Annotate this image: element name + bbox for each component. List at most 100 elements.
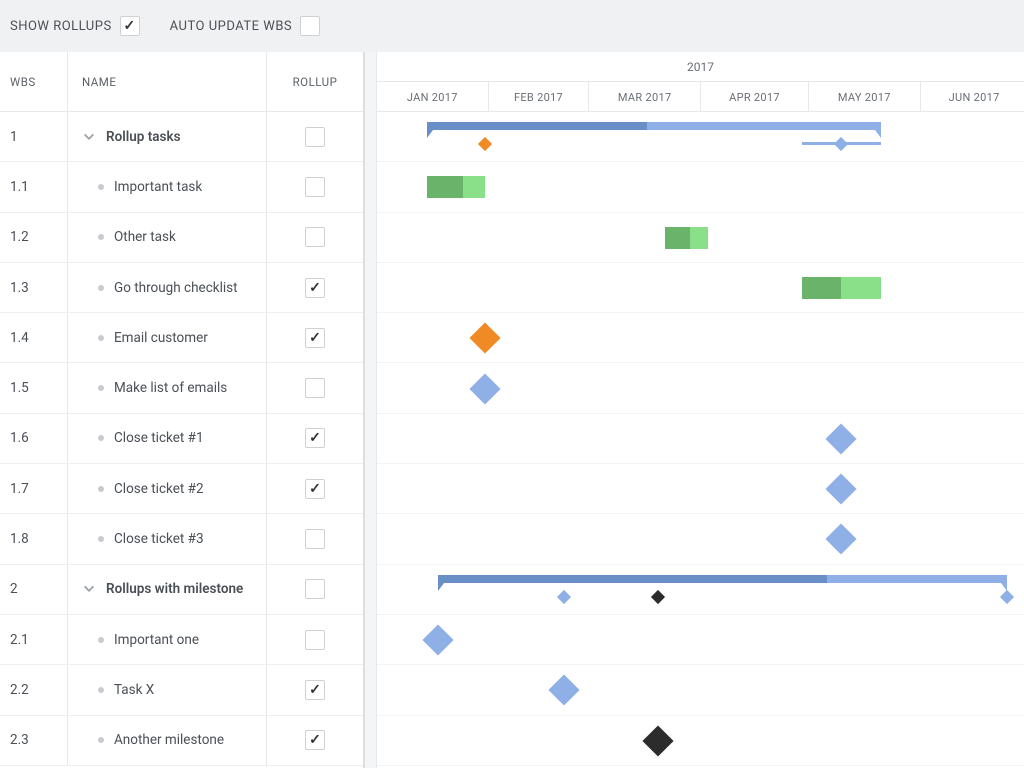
table-row[interactable]: 1.3 Go through checklist	[0, 263, 363, 313]
auto-update-wbs-checkbox[interactable]	[300, 16, 320, 36]
wbs-cell: 1.6	[0, 414, 68, 463]
rollup-checkbox[interactable]	[305, 428, 325, 448]
chart-row	[377, 364, 1024, 414]
rollup-checkbox[interactable]	[305, 328, 325, 348]
bullet-icon	[98, 737, 104, 743]
rollup-cell	[267, 263, 363, 312]
rollup-cell	[267, 313, 363, 362]
task-name: Task X	[114, 682, 154, 698]
wbs-cell: 1.1	[0, 162, 68, 211]
chevron-down-icon[interactable]	[82, 130, 96, 144]
name-cell: Make list of emails	[68, 363, 267, 412]
wbs-cell: 1.3	[0, 263, 68, 312]
col-header-name[interactable]: NAME	[68, 52, 267, 111]
bullet-icon	[98, 435, 104, 441]
rollup-checkbox[interactable]	[305, 529, 325, 549]
milestone-diamond[interactable]	[826, 423, 857, 454]
rollup-checkbox[interactable]	[305, 127, 325, 147]
wbs-cell: 1.8	[0, 514, 68, 563]
col-header-wbs[interactable]: WBS	[0, 52, 68, 111]
table-row[interactable]: 1.2Other task	[0, 213, 363, 263]
rollup-checkbox[interactable]	[305, 630, 325, 650]
wbs-cell: 2.2	[0, 665, 68, 714]
task-bar[interactable]	[802, 277, 881, 299]
rollup-cell	[267, 363, 363, 412]
gantt-grid: WBS NAME ROLLUP 1Rollup tasks1.1Importan…	[0, 52, 1024, 768]
task-name: Make list of emails	[114, 380, 227, 396]
milestone-diamond[interactable]	[826, 524, 857, 555]
month-header: FEB 2017	[489, 82, 590, 112]
name-cell: Email customer	[68, 313, 267, 362]
bullet-icon	[98, 637, 104, 643]
auto-update-wbs-label: AUTO UPDATE WBS	[170, 19, 292, 34]
name-cell: Important task	[68, 162, 267, 211]
rollup-diamond[interactable]	[651, 590, 665, 604]
task-name: Close ticket #3	[114, 531, 204, 547]
timeline-body[interactable]	[377, 112, 1024, 768]
wbs-cell: 2	[0, 565, 68, 614]
chart-row	[377, 565, 1024, 615]
table-row[interactable]: 1.1Important task	[0, 162, 363, 212]
timeline-header: 2017 JAN 2017FEB 2017MAR 2017APR 2017MAY…	[377, 52, 1024, 112]
summary-bar[interactable]	[427, 122, 881, 130]
table-row[interactable]: 1.5 Make list of emails	[0, 363, 363, 413]
timeline-months: JAN 2017FEB 2017MAR 2017APR 2017MAY 2017…	[377, 82, 1024, 112]
chart-row	[377, 112, 1024, 162]
col-header-rollup[interactable]: ROLLUP	[267, 52, 363, 111]
name-cell: Important one	[68, 615, 267, 664]
rollup-diamond[interactable]	[557, 590, 571, 604]
milestone-diamond[interactable]	[469, 373, 500, 404]
rollup-cell	[267, 716, 363, 765]
task-bar[interactable]	[427, 176, 485, 198]
rollup-checkbox[interactable]	[305, 278, 325, 298]
chart-row	[377, 615, 1024, 665]
table-row[interactable]: 2Rollups with milestone	[0, 565, 363, 615]
rollup-checkbox[interactable]	[305, 680, 325, 700]
chart-row	[377, 263, 1024, 313]
wbs-cell: 1.4	[0, 313, 68, 362]
rollup-checkbox[interactable]	[305, 378, 325, 398]
rollup-checkbox[interactable]	[305, 227, 325, 247]
wbs-cell: 1.5	[0, 363, 68, 412]
show-rollups-checkbox[interactable]	[120, 16, 140, 36]
splitter[interactable]	[365, 52, 377, 768]
rollup-checkbox[interactable]	[305, 177, 325, 197]
milestone-diamond[interactable]	[826, 474, 857, 505]
task-bar[interactable]	[665, 227, 708, 249]
rollup-diamond[interactable]	[478, 137, 492, 151]
wbs-cell: 1.2	[0, 213, 68, 262]
name-cell: Task X	[68, 665, 267, 714]
task-name: Go through checklist	[114, 280, 238, 296]
milestone-diamond[interactable]	[469, 323, 500, 354]
table-row[interactable]: 1.4Email customer	[0, 313, 363, 363]
milestone-diamond[interactable]	[423, 624, 454, 655]
rollup-checkbox[interactable]	[305, 479, 325, 499]
task-name: Rollup tasks	[106, 129, 181, 145]
table-row[interactable]: 1.6Close ticket #1	[0, 414, 363, 464]
milestone-diamond[interactable]	[549, 675, 580, 706]
rollup-cell	[267, 565, 363, 614]
name-cell: Another milestone	[68, 716, 267, 765]
chevron-down-icon[interactable]	[82, 582, 96, 596]
bullet-icon	[98, 486, 104, 492]
milestone-diamond[interactable]	[642, 725, 673, 756]
rollup-cell	[267, 414, 363, 463]
bullet-icon	[98, 234, 104, 240]
table-row[interactable]: 1.7Close ticket #2	[0, 464, 363, 514]
table-row[interactable]: 2.3Another milestone	[0, 716, 363, 766]
chart-row	[377, 665, 1024, 715]
table-row[interactable]: 1Rollup tasks	[0, 112, 363, 162]
table-row[interactable]: 2.1Important one	[0, 615, 363, 665]
rollup-diamond[interactable]	[834, 137, 848, 151]
name-cell: Close ticket #3	[68, 514, 267, 563]
rollup-diamond[interactable]	[1000, 590, 1014, 604]
table-row[interactable]: 1.8 Close ticket #3	[0, 514, 363, 564]
rollup-checkbox[interactable]	[305, 730, 325, 750]
wbs-cell: 2.1	[0, 615, 68, 664]
rollup-cell	[267, 665, 363, 714]
rollup-checkbox[interactable]	[305, 579, 325, 599]
summary-bar[interactable]	[438, 575, 1007, 583]
table-row[interactable]: 2.2 Task X	[0, 665, 363, 715]
task-table-header: WBS NAME ROLLUP	[0, 52, 363, 112]
chart-row	[377, 313, 1024, 363]
